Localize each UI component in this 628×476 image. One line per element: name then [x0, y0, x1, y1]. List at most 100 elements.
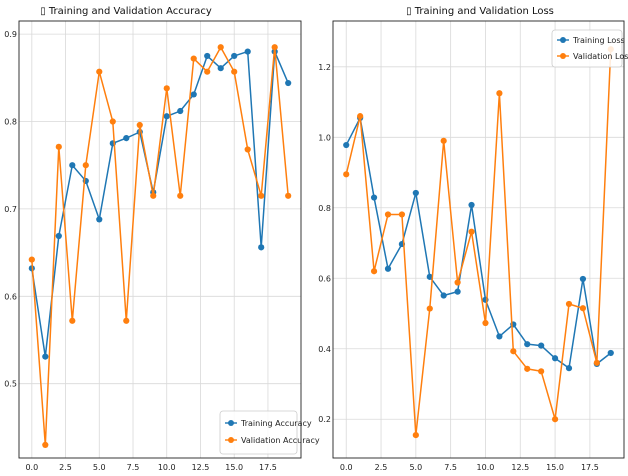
- validation-accuracy-point: [55, 143, 62, 150]
- y-tick-label: 0.9: [4, 30, 17, 39]
- validation-accuracy-point: [271, 44, 278, 51]
- training-accuracy-point: [258, 244, 265, 251]
- plot-frame: [18, 20, 302, 459]
- x-tick-label: 10.0: [477, 463, 495, 472]
- training-loss-point: [440, 292, 447, 299]
- x-tick-label: 7.5: [127, 463, 140, 472]
- validation-accuracy-point: [42, 441, 49, 448]
- validation-loss-point: [593, 359, 600, 366]
- training-accuracy-point: [190, 91, 197, 98]
- training-accuracy-point: [55, 232, 62, 240]
- validation-loss-point: [482, 319, 489, 327]
- validation-loss-point: [343, 171, 350, 178]
- validation-loss-point: [538, 368, 545, 375]
- legend: Training Loss Validation Loss: [551, 29, 628, 68]
- training-accuracy-point: [285, 79, 292, 87]
- training-accuracy-point: [163, 113, 170, 120]
- validation-accuracy-point: [82, 162, 89, 169]
- validation-accuracy-point: [163, 85, 170, 92]
- validation-loss-point: [412, 431, 419, 439]
- validation-loss-point: [468, 228, 475, 235]
- x-tick-label: 12.5: [511, 463, 529, 472]
- training-accuracy-point: [123, 135, 130, 142]
- validation-accuracy-point: [217, 44, 224, 51]
- legend-label-validation-loss: Validation Loss: [573, 52, 628, 61]
- x-tick-label: 0.0: [340, 463, 353, 472]
- x-tick-label: 17.5: [259, 463, 277, 472]
- loss-chart: ▯ Training and Validation Loss 0.0 2.5 5.0…: [318, 6, 628, 472]
- y-tick-label: 0.8: [4, 118, 17, 127]
- x-tick-label: 5.0: [93, 463, 106, 472]
- training-loss-point: [412, 189, 419, 197]
- validation-loss-point: [440, 137, 447, 144]
- legend-label-training-loss: Training Loss: [572, 36, 625, 45]
- chart-title: ▯ Training and Validation Accuracy: [40, 6, 212, 17]
- training-accuracy-point: [177, 107, 184, 115]
- training-loss-point: [370, 194, 378, 201]
- legend-label-training-accuracy: Training Accuracy: [240, 419, 312, 428]
- training-loss-point: [454, 288, 461, 295]
- x-tick-label: 15.0: [546, 463, 564, 472]
- grid-lines: [333, 21, 624, 458]
- y-tick-label: 0.5: [4, 380, 17, 389]
- x-tick-label: 17.5: [581, 463, 599, 472]
- y-tick-label: 0.4: [318, 345, 331, 354]
- validation-accuracy-point: [109, 118, 116, 125]
- validation-accuracy-point: [28, 256, 35, 263]
- y-tick-label: 0.6: [318, 274, 331, 283]
- validation-accuracy-line: [31, 46, 289, 446]
- training-loss-point: [579, 275, 587, 283]
- y-tick-label: 0.8: [318, 204, 331, 213]
- training-loss-point: [524, 341, 531, 348]
- training-accuracy-point: [42, 353, 49, 360]
- validation-loss-point: [398, 211, 406, 218]
- validation-accuracy-point: [123, 317, 130, 324]
- validation-accuracy-point: [258, 192, 265, 199]
- chart-title: ▯ Training and Validation Loss: [406, 6, 554, 17]
- training-accuracy-point: [69, 162, 76, 169]
- validation-loss-point: [565, 300, 573, 308]
- validation-loss-point: [370, 268, 378, 275]
- validation-loss-point: [426, 305, 433, 312]
- legend-box: [219, 410, 298, 455]
- training-accuracy-point: [244, 48, 251, 55]
- training-loss-point: [468, 201, 475, 209]
- validation-loss-point: [579, 305, 587, 312]
- y-tick-label: 1.2: [318, 63, 331, 72]
- training-loss-point: [343, 141, 350, 149]
- x-tick-label: 2.5: [375, 463, 388, 472]
- validation-loss-point: [357, 113, 364, 120]
- legend-label-validation-accuracy: Validation Accuracy: [241, 436, 320, 445]
- validation-accuracy-point: [190, 55, 197, 62]
- validation-accuracy-point: [150, 192, 157, 199]
- validation-accuracy-point: [244, 146, 251, 153]
- legend-marker-training-loss: [560, 37, 566, 43]
- x-tick-label: 5.0: [409, 463, 422, 472]
- plot-frame: [332, 20, 625, 459]
- legend-box: [551, 29, 623, 68]
- training-loss-point: [551, 355, 559, 362]
- validation-loss-point: [510, 348, 517, 355]
- y-tick-label: 0.2: [318, 415, 331, 424]
- validation-accuracy-point: [231, 68, 238, 75]
- y-tick-label: 0.7: [4, 205, 17, 214]
- accuracy-chart: ▯ Training and Validation Accuracy 0.0 2.…: [4, 6, 320, 472]
- tick-labels: 0.0 2.5 5.0 7.5 10.0 12.5 15.0 17.5 0.5 0.6 0.7 0.8…: [4, 30, 277, 472]
- validation-loss-point: [454, 279, 461, 286]
- validation-loss-point: [524, 365, 531, 372]
- training-loss-point: [426, 273, 433, 280]
- x-tick-label: 12.5: [192, 463, 210, 472]
- training-accuracy-point: [204, 52, 211, 60]
- validation-loss-point: [496, 90, 503, 97]
- training-loss-point: [384, 265, 392, 272]
- validation-accuracy-point: [96, 68, 103, 75]
- x-tick-label: 15.0: [225, 463, 243, 472]
- validation-accuracy-point: [204, 68, 211, 75]
- training-loss-point: [538, 342, 545, 349]
- legend: Training Accuracy Validation Accuracy: [219, 410, 320, 455]
- legend-marker-training-accuracy: [228, 420, 234, 426]
- legend-marker-validation-loss: [560, 53, 566, 59]
- x-tick-label: 7.5: [444, 463, 457, 472]
- training-accuracy-point: [231, 52, 238, 60]
